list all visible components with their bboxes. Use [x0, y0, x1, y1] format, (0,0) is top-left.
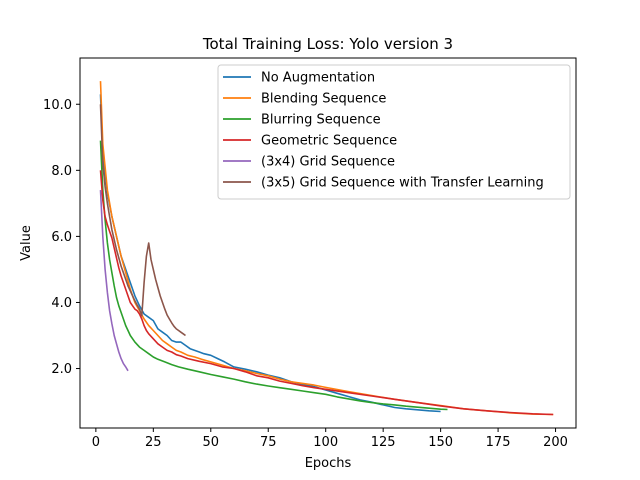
- series-line-6: [99, 104, 186, 337]
- series-line-5: [99, 190, 129, 372]
- y-axis-label: Value: [19, 225, 34, 261]
- x-tick-label: 25: [145, 435, 162, 450]
- x-axis-ticks: 0 25 50 75 100 125 150 175 200: [92, 428, 568, 450]
- x-tick-label: 150: [428, 435, 453, 450]
- x-tick-label: 100: [313, 435, 338, 450]
- legend-label: Blending Sequence: [261, 92, 386, 107]
- y-tick-label: 4.0: [51, 296, 72, 311]
- series-lines: [99, 81, 554, 416]
- x-tick-label: 175: [486, 435, 511, 450]
- x-tick-label: 125: [371, 435, 396, 450]
- x-tick-label: 75: [260, 435, 277, 450]
- x-axis-label: Epochs: [305, 456, 352, 471]
- series-line-1: [99, 94, 441, 413]
- x-tick-label: 200: [543, 435, 568, 450]
- x-tick-label: 50: [203, 435, 220, 450]
- y-tick-label: 6.0: [51, 230, 72, 245]
- legend-label: (3x4) Grid Sequence: [261, 155, 395, 170]
- y-axis-ticks: 2.0 4.0 6.0 8.0 10.0: [43, 98, 80, 377]
- y-tick-label: 10.0: [43, 98, 72, 113]
- legend-label: No Augmentation: [261, 71, 375, 86]
- axes-frame: [79, 57, 577, 429]
- chart-title: Total Training Loss: Yolo version 3: [202, 35, 453, 53]
- x-tick-label: 0: [92, 435, 100, 450]
- series-line-4: [99, 170, 554, 416]
- y-tick-label: 2.0: [51, 362, 72, 377]
- legend: No Augmentation Blending Sequence Blurring…: [217, 64, 571, 200]
- legend-label: (3x5) Grid Sequence with Transfer Learni…: [261, 176, 544, 191]
- legend-label: Blurring Sequence: [261, 113, 381, 128]
- legend-box: [217, 64, 571, 200]
- y-tick-label: 8.0: [51, 164, 72, 179]
- series-line-3: [99, 140, 448, 411]
- legend-label: Geometric Sequence: [261, 134, 397, 149]
